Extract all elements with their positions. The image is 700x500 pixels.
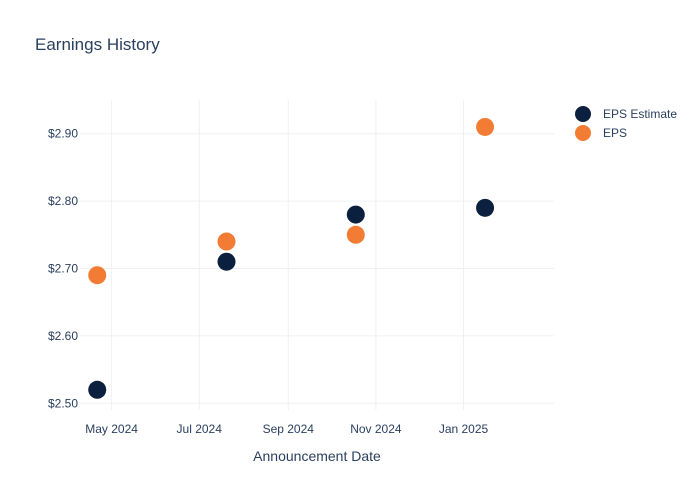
x-tick-label: Jul 2024 <box>177 422 223 436</box>
y-tick-label: $2.80 <box>48 194 78 208</box>
legend-label: EPS <box>603 126 627 140</box>
grid <box>80 100 554 410</box>
legend-marker <box>575 106 591 122</box>
legend[interactable]: EPS Estimate EPS <box>575 106 677 141</box>
data-point[interactable] <box>346 225 365 244</box>
x-axis-ticks: May 2024 Jul 2024 Sep 2024 Nov 2024 Jan 2025 <box>85 422 488 436</box>
data-point[interactable] <box>217 252 236 271</box>
legend-marker <box>575 125 591 141</box>
x-tick-label: Jan 2025 <box>439 422 489 436</box>
data-point[interactable] <box>476 117 495 136</box>
series-eps-estimate <box>88 198 495 399</box>
legend-item[interactable]: EPS <box>575 125 627 141</box>
legend-label: EPS Estimate <box>603 107 677 121</box>
data-point[interactable] <box>88 380 107 399</box>
data-points <box>88 117 495 399</box>
data-point[interactable] <box>217 232 236 251</box>
data-point[interactable] <box>88 266 107 285</box>
x-tick-label: May 2024 <box>85 422 138 436</box>
y-axis-ticks: $2.50 $2.60 $2.70 $2.80 $2.90 <box>48 127 78 411</box>
y-tick-label: $2.60 <box>48 329 78 343</box>
data-point[interactable] <box>346 205 365 224</box>
y-tick-label: $2.90 <box>48 127 78 141</box>
data-point[interactable] <box>476 198 495 217</box>
series-eps <box>88 117 495 285</box>
y-tick-label: $2.70 <box>48 261 78 275</box>
legend-item[interactable]: EPS Estimate <box>575 106 677 122</box>
chart-title: Earnings History <box>35 35 160 54</box>
x-tick-label: Sep 2024 <box>263 422 315 436</box>
x-axis-title: Announcement Date <box>253 448 381 464</box>
y-tick-label: $2.50 <box>48 396 78 410</box>
x-tick-label: Nov 2024 <box>350 422 402 436</box>
